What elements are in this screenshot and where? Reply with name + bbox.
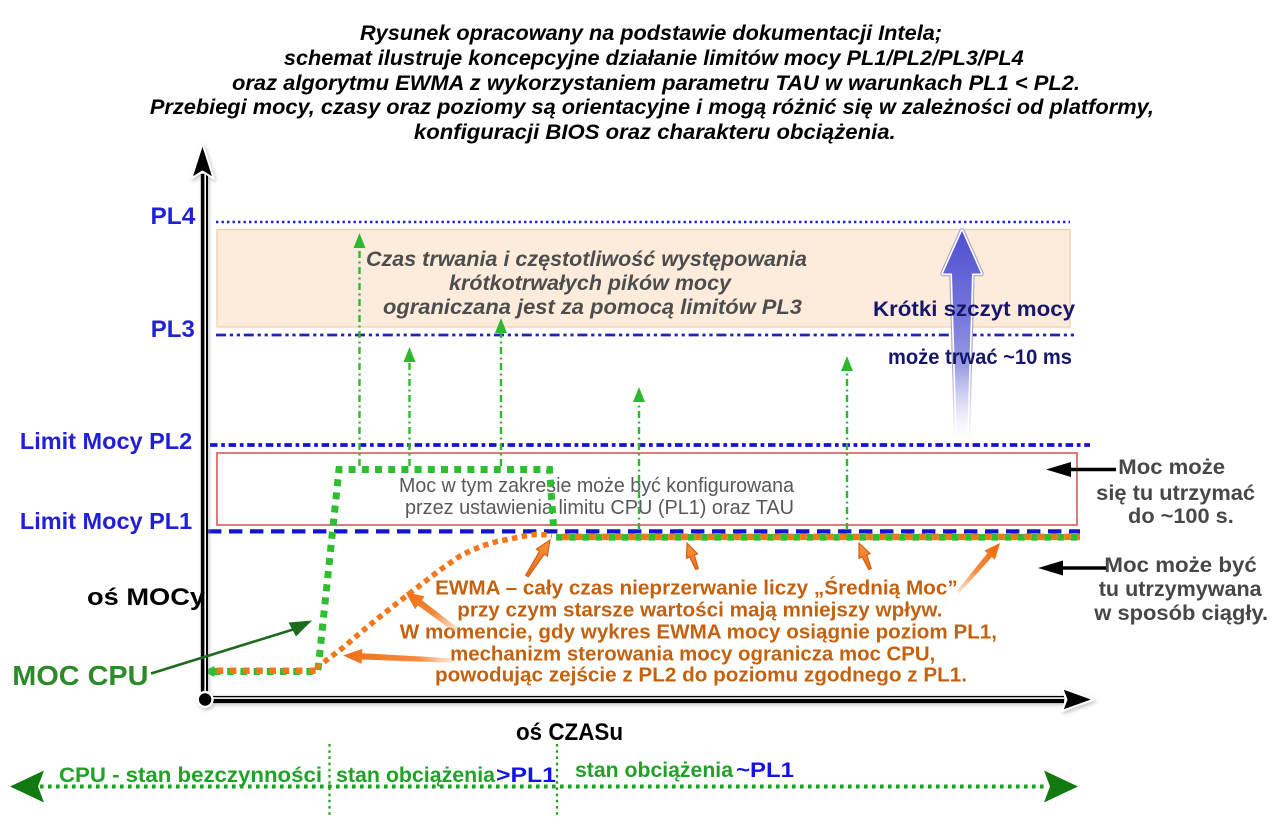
svg-text:do ~100 s.: do ~100 s. — [1128, 505, 1234, 528]
svg-text:Moc może: Moc może — [1118, 456, 1225, 479]
svg-text:mechanizm sterowania mocy ogra: mechanizm sterowania mocy ogranicza moc … — [450, 644, 935, 666]
svg-text:w sposób ciągły.: w sposób ciągły. — [1093, 602, 1268, 625]
svg-text:oś MOCy: oś MOCy — [87, 584, 206, 611]
svg-text:powodując zejście z PL2 do poz: powodując zejście z PL2 do poziomu zgodn… — [435, 665, 967, 687]
svg-text:Moc w tym zakresie może być ko: Moc w tym zakresie może być konfigurowan… — [399, 474, 795, 497]
svg-text:>PL1: >PL1 — [496, 763, 556, 787]
svg-text:PL3: PL3 — [151, 316, 195, 343]
svg-text:EWMA – cały czas nieprzerwanie: EWMA – cały czas nieprzerwanie liczy „Śr… — [435, 576, 958, 600]
svg-text:Limit Mocy PL1: Limit Mocy PL1 — [20, 508, 193, 534]
svg-text:oraz algorytmu EWMA z wykorzys: oraz algorytmu EWMA z wykorzystaniem par… — [232, 72, 1080, 95]
svg-text:ograniczana jest za pomocą lim: ograniczana jest za pomocą limitów PL3 — [383, 296, 802, 319]
svg-text:PL4: PL4 — [151, 203, 196, 230]
svg-text:schemat ilustruje koncepcyjne: schemat ilustruje koncepcyjne działanie … — [284, 47, 1024, 70]
svg-text:przy czym starsze wartości maj: przy czym starsze wartości mają mniejszy… — [457, 599, 942, 621]
svg-text:stan obciążenia: stan obciążenia — [575, 758, 734, 782]
svg-text:Rysunek opracowany na podstawi: Rysunek opracowany na podstawie dokument… — [360, 22, 942, 45]
svg-text:konfiguracji BIOS oraz charakt: konfiguracji BIOS oraz charakteru obciąż… — [414, 121, 896, 144]
svg-text:CPU - stan bezczynności: CPU - stan bezczynności — [59, 763, 322, 787]
svg-text:MOC CPU: MOC CPU — [12, 660, 148, 691]
svg-text:oś CZASu: oś CZASu — [516, 719, 623, 746]
svg-text:Krótki szczyt mocy: Krótki szczyt mocy — [873, 297, 1075, 321]
svg-text:stan obciążenia: stan obciążenia — [336, 763, 496, 787]
svg-text:W momencie, gdy wykres EWMA mo: W momencie, gdy wykres EWMA mocy osiągni… — [400, 622, 997, 644]
svg-text:przez ustawienia limitu CPU (P: przez ustawienia limitu CPU (PL1) oraz T… — [405, 496, 794, 519]
svg-text:krótkotrwałych pików mocy: krótkotrwałych pików mocy — [449, 272, 732, 295]
svg-text:się tu utrzymać: się tu utrzymać — [1096, 482, 1255, 505]
svg-text:Limit Mocy PL2: Limit Mocy PL2 — [20, 428, 192, 454]
svg-text:tu utrzymywana: tu utrzymywana — [1099, 578, 1262, 601]
svg-text:Moc może być: Moc może być — [1104, 554, 1257, 577]
svg-text:~PL1: ~PL1 — [736, 758, 794, 782]
svg-text:może trwać ~10 ms: może trwać ~10 ms — [888, 345, 1072, 369]
svg-text:Czas trwania i częstotliwość w: Czas trwania i częstotliwość występowani… — [366, 248, 807, 271]
svg-text:Przebiegi mocy, czasy oraz poz: Przebiegi mocy, czasy oraz poziomy są or… — [150, 96, 1154, 119]
